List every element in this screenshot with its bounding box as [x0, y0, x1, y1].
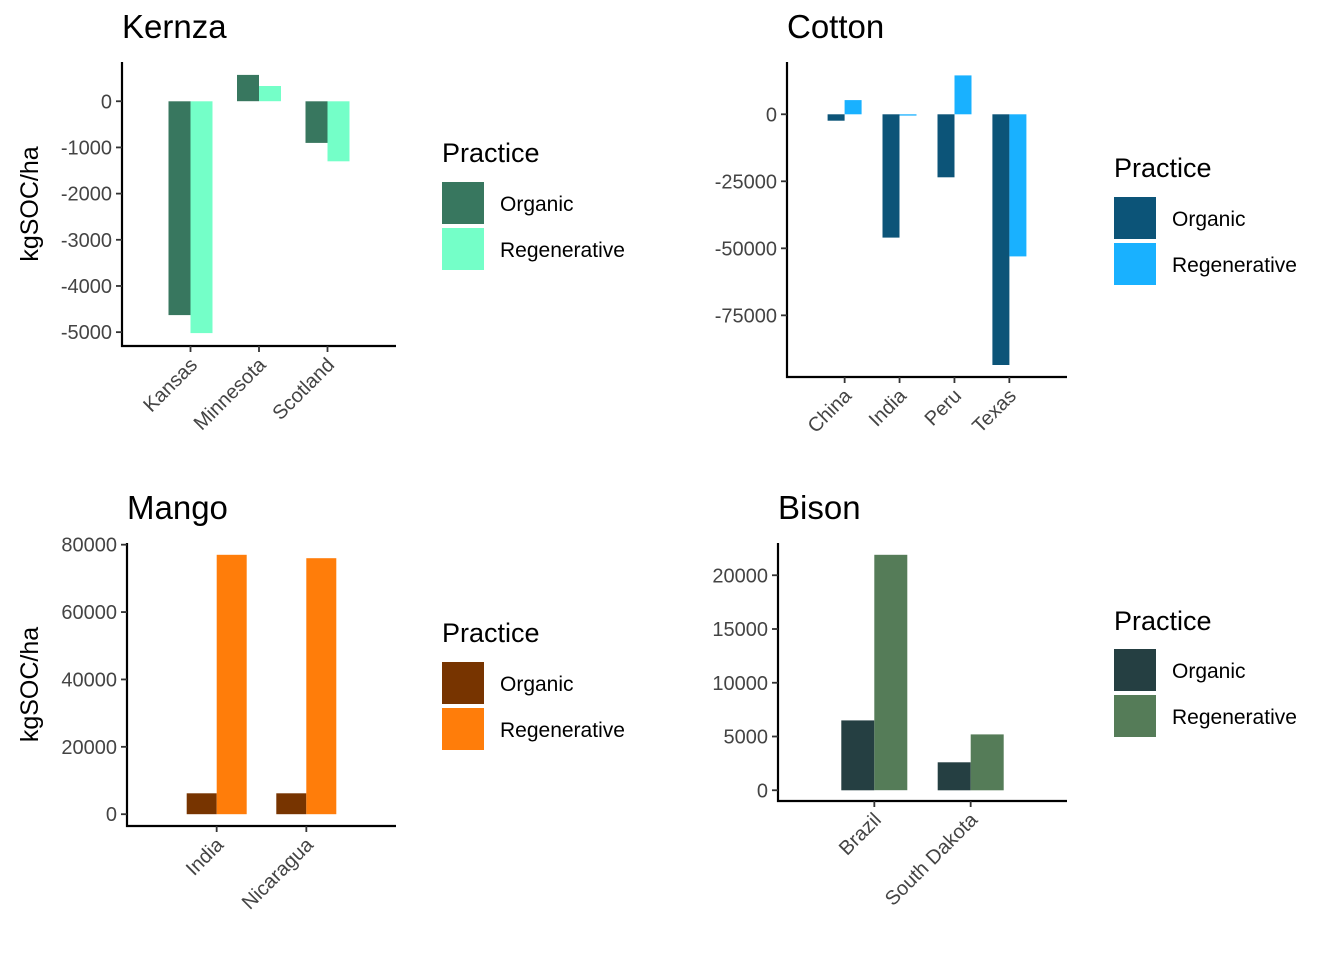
y-tick-label: -1000 — [61, 137, 112, 159]
x-tick-label: Nicaragua — [238, 833, 319, 914]
legend-label: Organic — [1172, 660, 1246, 683]
legend-key — [1114, 197, 1156, 239]
chart-title: Kernza — [122, 8, 227, 45]
bar-regenerative-india — [216, 554, 247, 815]
y-tick-label: 10000 — [712, 673, 768, 695]
y-tick-label: 0 — [757, 780, 768, 802]
x-tick-label: India — [865, 384, 912, 431]
legend-key — [442, 182, 484, 224]
legend-label: Organic — [500, 193, 574, 216]
legend-label: Regenerative — [1172, 254, 1297, 277]
legend-label: Organic — [1172, 208, 1246, 231]
bar-regenerative-scotland — [327, 101, 350, 162]
x-tick-label: Texas — [968, 385, 1021, 438]
y-tick-label: -3000 — [61, 230, 112, 252]
legend-label: Regenerative — [500, 239, 625, 262]
axis-lines — [125, 543, 396, 828]
y-tick-label: 0 — [106, 804, 117, 826]
y-tick-label: 40000 — [61, 669, 117, 691]
x-tick-label: India — [182, 833, 229, 880]
chart-title: Mango — [127, 489, 228, 526]
bar-regenerative-nicaragua — [306, 558, 337, 815]
x-tick-label: Kansas — [139, 354, 202, 417]
y-tick-label: 60000 — [61, 602, 117, 624]
bar-regenerative-texas — [1009, 114, 1027, 257]
x-tick-label: Minnesota — [190, 353, 271, 434]
panel-kernza: Kernza kgSOC/ha 0 -1000 -2000 -3000 -4000 -5000… — [16, 8, 625, 435]
bar-organic-nicaragua — [276, 793, 307, 815]
x-tick-label: Peru — [921, 385, 966, 430]
y-tick-label: 20000 — [61, 737, 117, 759]
y-tick-label: 0 — [101, 91, 112, 113]
legend-key — [1114, 695, 1156, 737]
y-tick-label: -25000 — [715, 171, 777, 193]
legend-title: Practice — [442, 618, 540, 648]
x-tick-label: Scotland — [268, 354, 339, 425]
y-tick-label: 5000 — [724, 727, 769, 749]
panel-cotton: Cotton 0 -25000 -50000 -75000 China India Peru T… — [715, 8, 1297, 437]
bar-organic-south-dakota — [937, 762, 971, 791]
legend-label: Organic — [500, 673, 574, 696]
bar-organic-minnesota — [237, 74, 259, 102]
y-tick-label: 20000 — [712, 565, 768, 587]
axis-lines — [785, 62, 1067, 379]
chart-title: Cotton — [787, 8, 884, 45]
bar-regenerative-china — [844, 100, 862, 115]
panel-mango: Mango kgSOC/ha 0 20000 40000 60000 80000 India N… — [16, 489, 625, 914]
bar-organic-india — [186, 793, 217, 815]
axis-lines — [120, 62, 396, 348]
bar-regenerative-south-dakota — [970, 734, 1004, 791]
legend-key — [1114, 649, 1156, 691]
bar-organic-india — [882, 114, 900, 238]
y-axis-label: kgSOC/ha — [16, 146, 44, 261]
y-tick-label: -2000 — [61, 184, 112, 206]
bar-organic-peru — [937, 114, 955, 178]
legend-key — [442, 228, 484, 270]
y-tick-label: -50000 — [715, 238, 777, 260]
legend-title: Practice — [1114, 606, 1212, 636]
legend-title: Practice — [442, 138, 540, 168]
legend-label: Regenerative — [500, 719, 625, 742]
y-tick-label: -4000 — [61, 276, 112, 298]
bar-regenerative-kansas — [190, 101, 213, 334]
legend-key — [1114, 243, 1156, 285]
y-axis-label: kgSOC/ha — [16, 627, 44, 742]
y-tick-label: 0 — [766, 104, 777, 126]
bar-organic-texas — [992, 114, 1010, 365]
bar-organic-brazil — [841, 720, 875, 791]
bar-regenerative-brazil — [874, 554, 908, 791]
y-tick-label: -75000 — [715, 305, 777, 327]
x-tick-label: Brazil — [835, 809, 886, 860]
bar-regenerative-peru — [954, 75, 972, 115]
bar-regenerative-minnesota — [259, 86, 281, 102]
legend-label: Regenerative — [1172, 706, 1297, 729]
legend-title: Practice — [1114, 153, 1212, 183]
bar-regenerative-india — [899, 114, 917, 116]
x-tick-label: South Dakota — [881, 808, 983, 910]
legend-key — [442, 662, 484, 704]
bar-organic-kansas — [168, 101, 191, 316]
chart-title: Bison — [778, 489, 861, 526]
y-tick-label: 80000 — [61, 535, 117, 557]
axis-lines — [776, 543, 1067, 803]
bar-organic-china — [827, 114, 845, 121]
y-tick-label: 15000 — [712, 619, 768, 641]
legend-key — [442, 708, 484, 750]
x-tick-label: China — [804, 384, 857, 437]
bar-organic-scotland — [305, 101, 328, 143]
y-tick-label: -5000 — [61, 322, 112, 344]
